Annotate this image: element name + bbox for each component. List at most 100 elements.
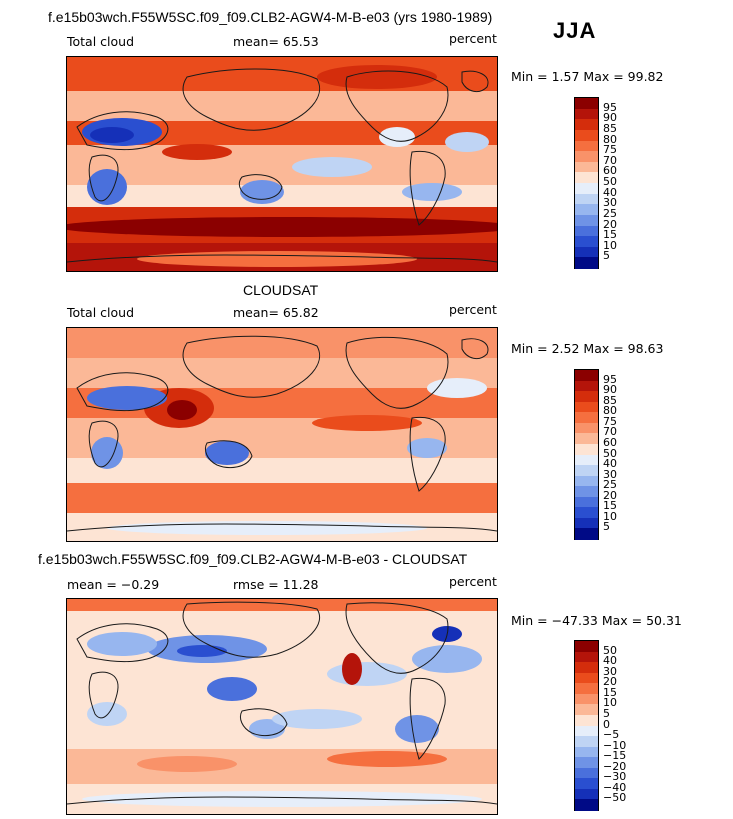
panel-2-title: CLOUDSAT: [243, 282, 319, 298]
colorbar-tick-label: 75: [603, 143, 617, 157]
colorbar-swatch: [575, 443, 598, 455]
panel-2-units-label: percent: [449, 302, 497, 317]
colorbar-swatch: [575, 401, 598, 413]
colorbar-swatch: [575, 528, 598, 540]
colorbar-swatch: [575, 433, 598, 445]
colorbar-tick-label: 30: [603, 467, 617, 481]
colorbar-tick-label: −5: [603, 728, 620, 742]
colorbar-tick-label: 50: [603, 175, 617, 188]
colorbar-swatch: [575, 736, 598, 748]
colorbar-swatch: [575, 693, 598, 705]
colorbar-swatch: [575, 746, 598, 758]
colorbar-tick-label: 40: [603, 654, 617, 668]
colorbar-tick-label: 5: [603, 249, 610, 263]
colorbar-swatch: [575, 108, 598, 120]
colorbar-swatch: [575, 370, 598, 382]
colorbar-swatch: [575, 391, 598, 403]
colorbar-swatch: [575, 412, 598, 424]
colorbar-swatch: [575, 475, 598, 487]
panel-3-title: f.e15b03wch.F55W5SC.f09_f09.CLB2-AGW4-M-…: [38, 551, 468, 567]
colorbar-swatch: [575, 641, 598, 653]
colorbar-tick-label: 30: [603, 664, 617, 678]
colorbar-tick-label: −40: [603, 780, 627, 794]
colorbar-tick-label: 10: [603, 509, 617, 523]
panel-3-map: [66, 598, 498, 815]
colorbar-tick-label: 10: [603, 696, 617, 710]
colorbar-swatch: [575, 725, 598, 737]
panel-3-colorbar: [574, 640, 599, 811]
colorbar-swatch: [575, 129, 598, 141]
panel-2-map-field: [67, 328, 497, 541]
panel-1-colorbar: [574, 97, 599, 269]
colorbar-swatch: [575, 236, 598, 248]
colorbar-tick-label: 20: [603, 217, 617, 231]
colorbar-swatch: [575, 257, 598, 269]
colorbar-swatch: [575, 704, 598, 716]
colorbar-swatch: [575, 151, 598, 163]
colorbar-tick-label: 25: [603, 478, 617, 492]
colorbar-tick-label: 95: [603, 100, 617, 114]
colorbar-swatch: [575, 757, 598, 769]
colorbar-swatch: [575, 119, 598, 131]
colorbar-tick-label: −30: [603, 770, 627, 784]
panel-2-mean-label: mean= 65.82: [233, 305, 319, 320]
panel-2-colorbar: [574, 369, 599, 540]
colorbar-swatch: [575, 672, 598, 684]
colorbar-tick-label: 60: [603, 435, 617, 449]
colorbar-swatch: [575, 788, 598, 800]
colorbar-swatch: [575, 454, 598, 466]
colorbar-tick-label: 70: [603, 153, 617, 167]
panel-1-mean-label: mean= 65.53: [233, 34, 319, 49]
colorbar-swatch: [575, 214, 598, 226]
panel-1-map: [66, 56, 498, 272]
panel-1-title: f.e15b03wch.F55W5SC.f09_f09.CLB2-AGW4-M-…: [48, 9, 493, 25]
season-label: JJA: [553, 18, 597, 43]
colorbar-tick-label: 90: [603, 383, 617, 397]
colorbar-tick-label: 15: [603, 228, 617, 242]
colorbar-swatch: [575, 225, 598, 237]
colorbar-tick-label: 50: [603, 446, 617, 460]
colorbar-swatch: [575, 496, 598, 508]
colorbar-tick-label: −10: [603, 738, 627, 752]
panel-1-variable-label: Total cloud: [67, 34, 135, 49]
colorbar-tick-label: 25: [603, 206, 617, 220]
colorbar-swatch: [575, 98, 598, 110]
colorbar-tick-label: 40: [603, 457, 617, 471]
colorbar-swatch: [575, 778, 598, 790]
colorbar-tick-label: 30: [603, 196, 617, 210]
colorbar-swatch: [575, 465, 598, 477]
colorbar-tick-label: 15: [603, 499, 617, 513]
colorbar-swatch: [575, 486, 598, 498]
colorbar-tick-label: 80: [603, 404, 617, 418]
colorbar-tick-label: 85: [603, 121, 617, 135]
colorbar-swatch: [575, 172, 598, 184]
colorbar-tick-label: 0: [603, 717, 610, 731]
panel-3-map-field: [67, 599, 497, 814]
colorbar-tick-label: 10: [603, 238, 617, 252]
colorbar-swatch: [575, 204, 598, 216]
colorbar-tick-label: 95: [603, 372, 617, 386]
colorbar-tick-label: 60: [603, 164, 617, 178]
panel-1-map-field: [67, 57, 497, 271]
colorbar-swatch: [575, 662, 598, 674]
panel-2-minmax-label: Min = 2.52 Max = 98.63: [511, 341, 664, 356]
colorbar-swatch: [575, 422, 598, 434]
panel-3-minmax-label: Min = −47.33 Max = 50.31: [511, 613, 682, 628]
colorbar-tick-label: 15: [603, 685, 617, 699]
colorbar-swatch: [575, 246, 598, 258]
colorbar-swatch: [575, 161, 598, 173]
panel-3-rmse-label: rmse = 11.28: [233, 577, 319, 592]
colorbar-swatch: [575, 507, 598, 519]
colorbar-swatch: [575, 799, 598, 811]
colorbar-tick-label: 20: [603, 488, 617, 502]
colorbar-tick-label: 50: [603, 643, 617, 657]
colorbar-swatch: [575, 193, 598, 205]
colorbar-swatch: [575, 140, 598, 152]
colorbar-swatch: [575, 183, 598, 195]
panel-1-minmax-label: Min = 1.57 Max = 99.82: [511, 69, 664, 84]
colorbar-swatch: [575, 651, 598, 663]
colorbar-tick-label: 40: [603, 185, 617, 199]
panel-3-units-label: percent: [449, 574, 497, 589]
colorbar-tick-label: 20: [603, 675, 617, 689]
panel-2-map: [66, 327, 498, 542]
